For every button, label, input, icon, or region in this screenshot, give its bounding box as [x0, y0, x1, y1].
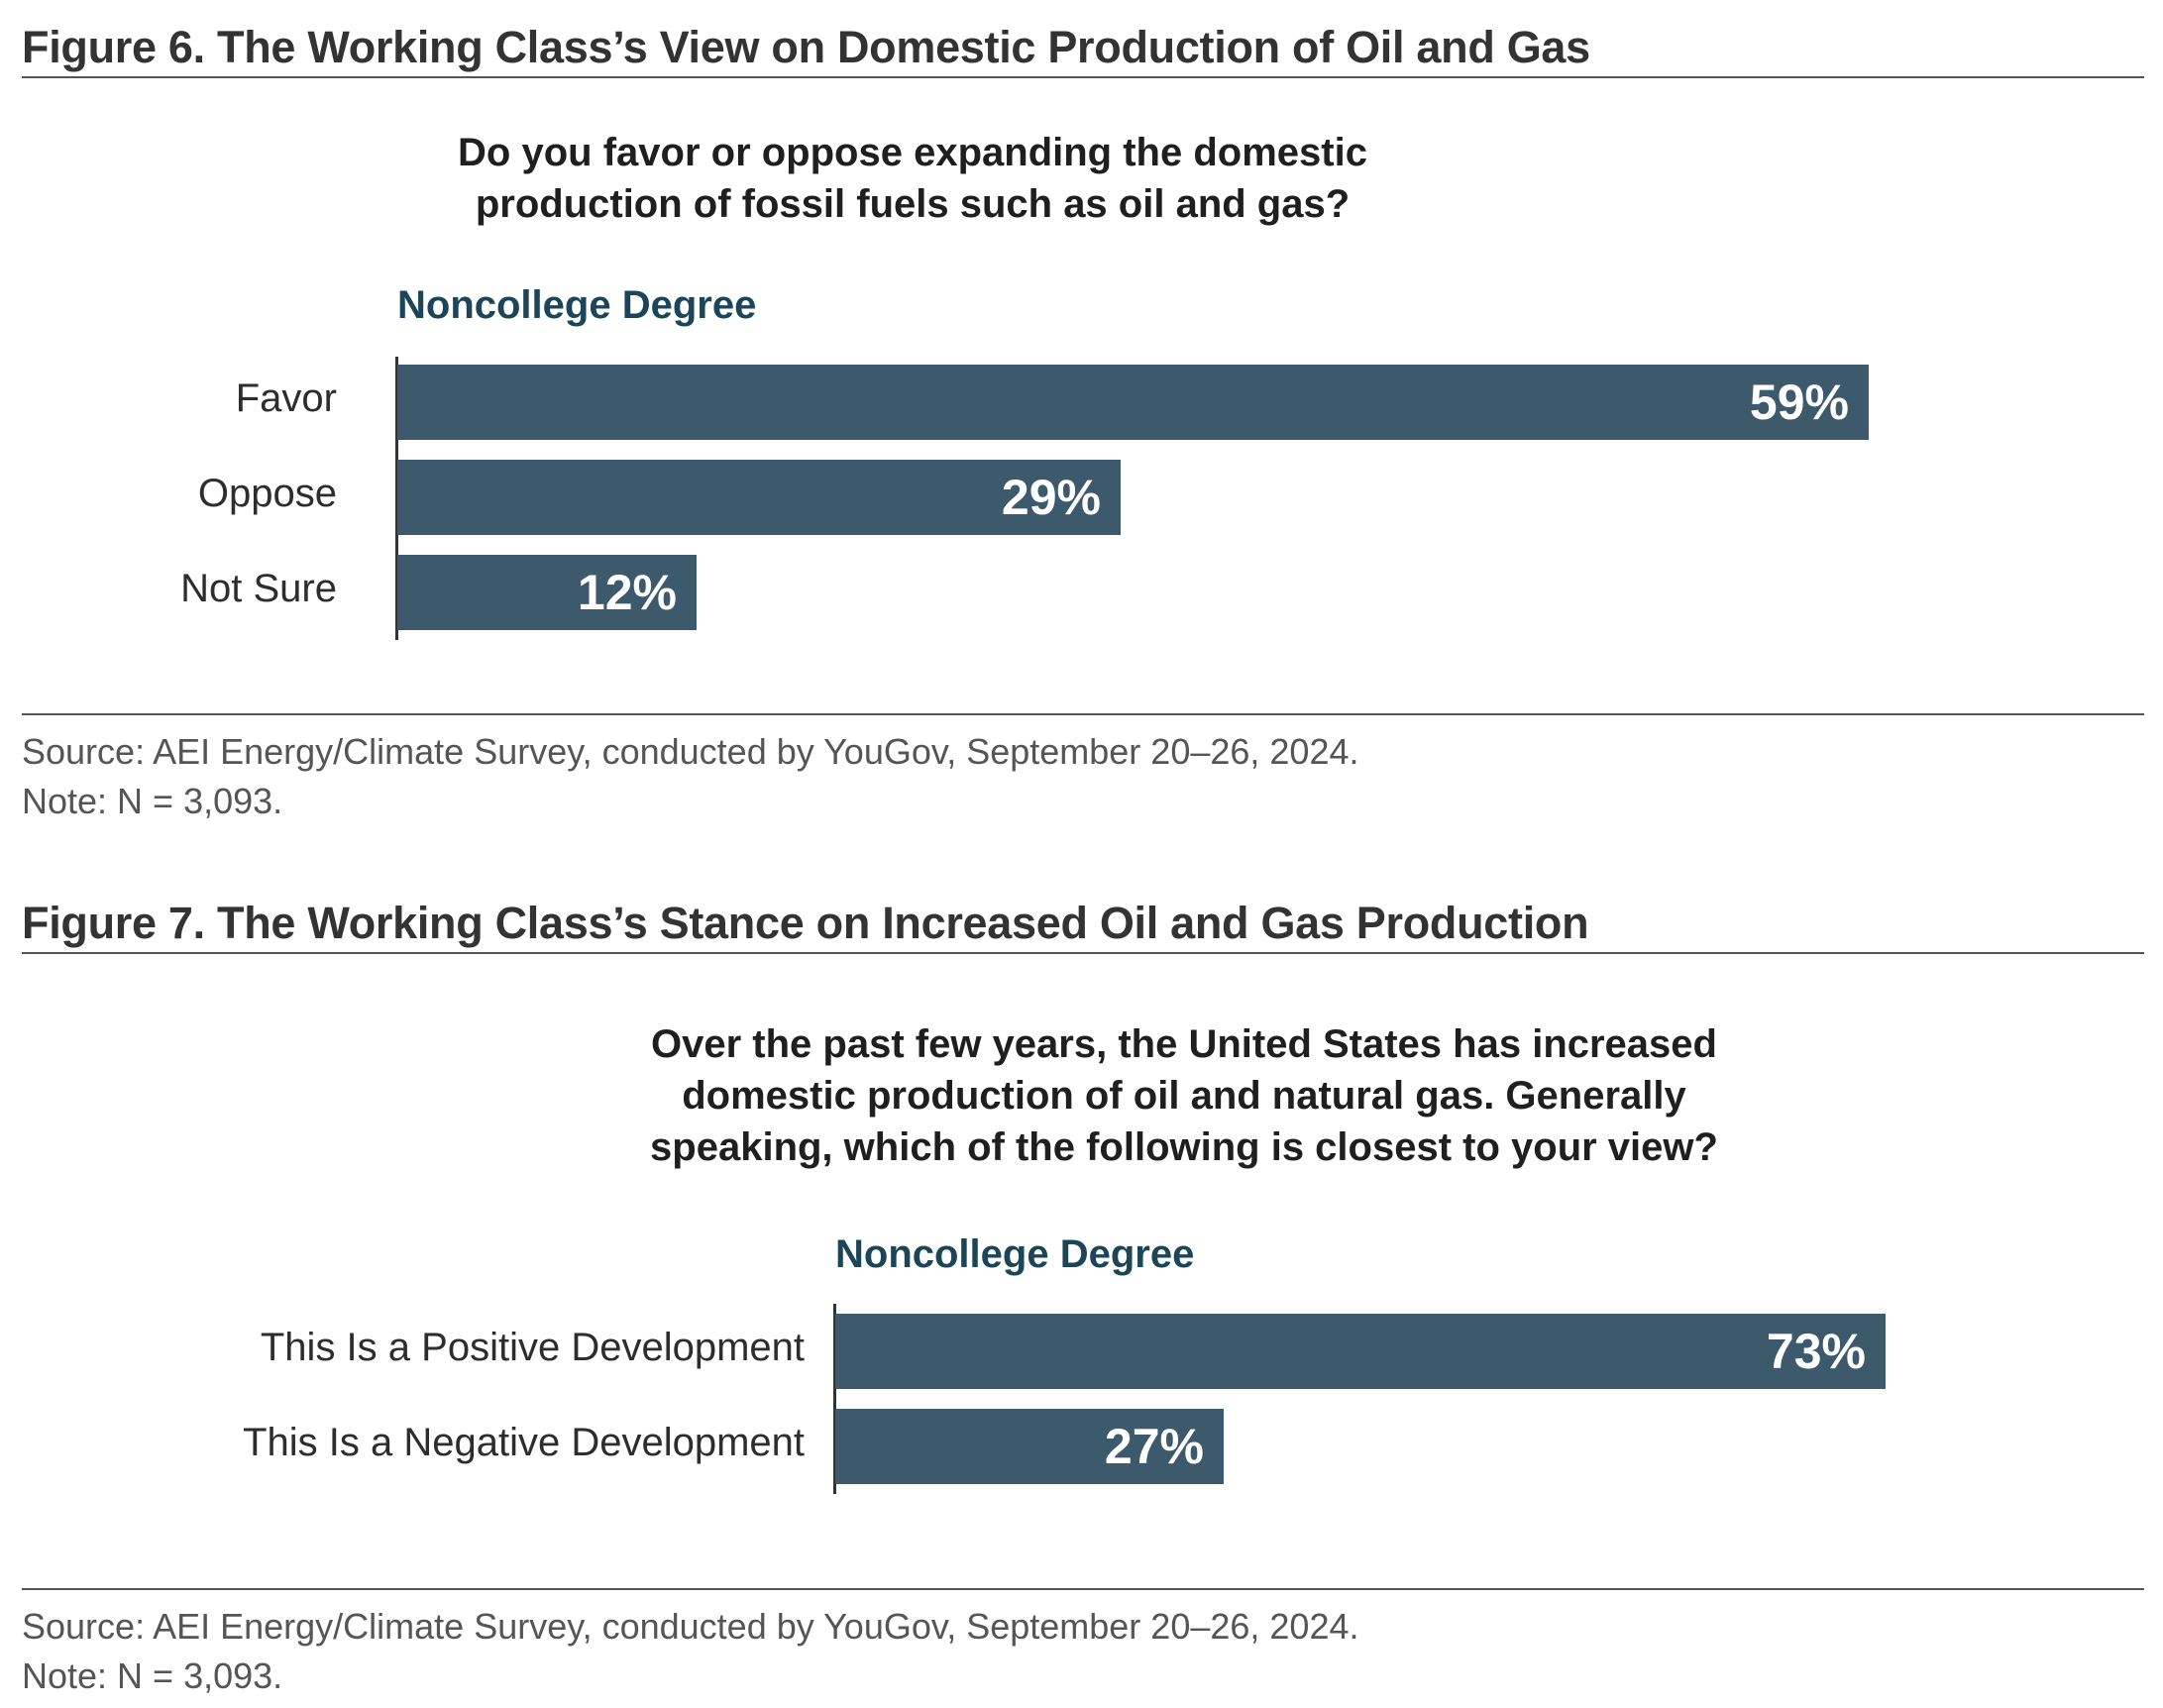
y-axis-line — [395, 357, 398, 640]
question-line: Do you favor or oppose expanding the dom… — [458, 131, 1367, 174]
source-note: Source: AEI Energy/Climate Survey, condu… — [22, 1602, 1359, 1701]
bar: 27% — [835, 1409, 1224, 1484]
figure-title: Figure 6. The Working Class’s View on Do… — [22, 22, 1590, 72]
bar-chart: This Is a Positive Development 73% This Is… — [243, 1304, 1886, 1494]
category-label: Oppose — [197, 472, 337, 515]
bar: 73% — [835, 1314, 1886, 1389]
category-label: This Is a Positive Development — [260, 1326, 805, 1369]
survey-question: Over the past few years, the United Stat… — [0, 1018, 2163, 1173]
question-line: speaking, which of the following is clos… — [650, 1125, 1718, 1169]
note-text: Note: N = 3,093. — [22, 781, 283, 821]
data-label: 12% — [577, 565, 677, 620]
data-label: 29% — [1001, 470, 1101, 525]
title-rule — [22, 952, 2144, 954]
figure-title: Figure 7. The Working Class’s Stance on … — [22, 898, 1589, 948]
y-axis-line — [833, 1304, 836, 1494]
series-label: Noncollege Degree — [397, 283, 757, 327]
data-label: 59% — [1749, 374, 1849, 430]
series-label: Noncollege Degree — [835, 1232, 1195, 1276]
data-label: 27% — [1104, 1419, 1204, 1474]
source-note: Source: AEI Energy/Climate Survey, condu… — [22, 727, 1359, 826]
question-line: production of fossil fuels such as oil a… — [475, 182, 1351, 226]
category-label: This Is a Negative Development — [243, 1421, 805, 1464]
question-line: domestic production of oil and natural g… — [682, 1074, 1686, 1118]
title-rule — [22, 76, 2144, 78]
figure-6: Figure 6. The Working Class’s View on Do… — [0, 0, 2163, 826]
bar: 12% — [397, 555, 697, 630]
question-line: Over the past few years, the United Stat… — [651, 1022, 1717, 1066]
category-label: Favor — [235, 376, 337, 420]
survey-question: Do you favor or oppose expanding the dom… — [0, 127, 1825, 230]
bar: 29% — [397, 460, 1121, 535]
source-text: Source: AEI Energy/Climate Survey, condu… — [22, 731, 1359, 772]
note-text: Note: N = 3,093. — [22, 1655, 283, 1696]
bar: 59% — [397, 365, 1869, 440]
source-rule — [22, 713, 2144, 715]
source-text: Source: AEI Energy/Climate Survey, condu… — [22, 1606, 1359, 1647]
category-label: Not Sure — [180, 567, 337, 610]
data-label: 73% — [1766, 1324, 1866, 1379]
bar-chart: Favor 59% Oppose 29% Not Sure 12% — [0, 0, 2163, 694]
source-rule — [22, 1588, 2144, 1590]
